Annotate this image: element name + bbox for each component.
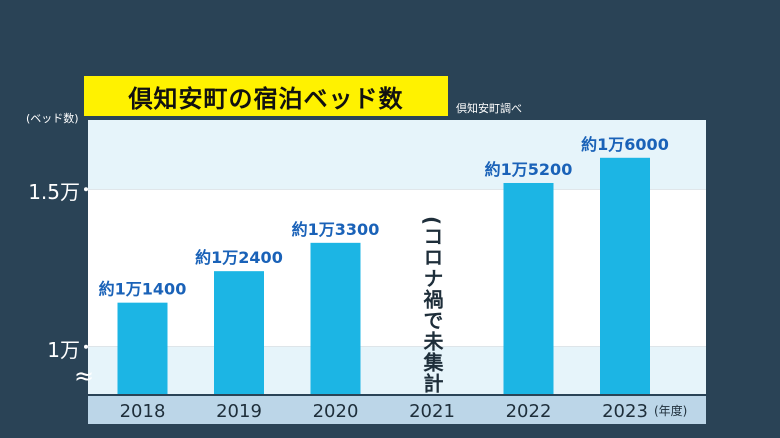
bars-group xyxy=(117,157,650,394)
no-data-annotation: (コロナ禍で未集計) xyxy=(420,216,444,404)
bar xyxy=(214,271,264,394)
x-tick-labels: 2018 2019 2020 2021 2022 2023 xyxy=(120,401,648,422)
chart-title-box: 倶知安町の宿泊ベッド数 xyxy=(84,76,448,116)
y-axis-unit-label: (ベッド数) xyxy=(26,112,79,125)
axis-break-mark: ≈ xyxy=(74,362,95,390)
x-tick-label: 2019 xyxy=(216,401,262,422)
x-axis-unit-label: (年度) xyxy=(654,404,688,418)
bar xyxy=(310,242,361,394)
source-note: 倶知安町調べ xyxy=(456,102,522,115)
bar-value-label: 約1万3300 xyxy=(292,220,380,239)
y-tick-dot xyxy=(84,344,88,349)
x-tick-label: 2021 xyxy=(409,401,455,422)
chart-title: 倶知安町の宿泊ベッド数 xyxy=(128,84,404,113)
bar-value-label: 約1万1400 xyxy=(99,280,187,299)
bar xyxy=(117,302,168,394)
bar-labels-group: 約1万1400 約1万2400 約1万3300 約1万5200 約1万6000 xyxy=(99,135,669,299)
y-tick-marks xyxy=(84,187,88,349)
y-tick-label: 1.5万 xyxy=(28,180,80,205)
bar-value-label: 約1万6000 xyxy=(581,135,669,154)
y-tick-dot xyxy=(84,187,88,192)
x-tick-label: 2022 xyxy=(506,401,552,422)
x-axis-band-rect xyxy=(88,396,706,424)
bar-value-label: 約1万2400 xyxy=(195,248,283,267)
x-tick-label: 2018 xyxy=(120,401,166,422)
x-axis-band xyxy=(88,396,706,424)
bar xyxy=(503,182,554,394)
annotation-group: (コロナ禍で未集計) xyxy=(420,216,444,404)
bar-value-label: 約1万5200 xyxy=(485,160,573,179)
x-tick-label: 2023 xyxy=(602,401,648,422)
y-tick-label: 1万 xyxy=(47,337,80,362)
bar xyxy=(600,157,650,394)
x-tick-label: 2020 xyxy=(313,401,359,422)
